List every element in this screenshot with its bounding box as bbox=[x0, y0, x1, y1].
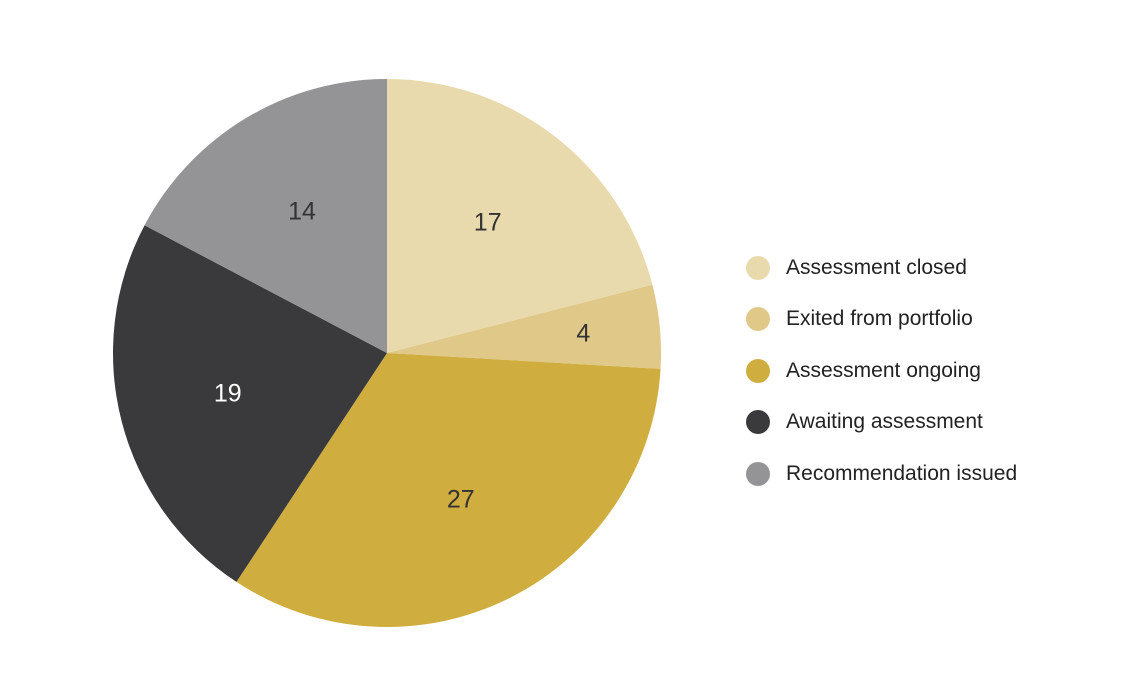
legend-item-awaiting-assessment: Awaiting assessment bbox=[746, 397, 1017, 449]
legend-label: Assessment closed bbox=[786, 255, 967, 279]
slice-value-label: 27 bbox=[446, 485, 475, 514]
legend-item-exited-from-portfolio: Exited from portfolio bbox=[746, 294, 1017, 346]
slice-value-label: 14 bbox=[288, 197, 316, 226]
legend-item-assessment-closed: Assessment closed bbox=[746, 242, 1017, 294]
pie-slice bbox=[236, 353, 661, 627]
legend-item-recommendation-issued: Recommendation issued bbox=[746, 448, 1017, 500]
legend-label: Assessment ongoing bbox=[786, 358, 981, 382]
legend-swatch-icon bbox=[746, 461, 770, 486]
pie-slice bbox=[144, 79, 387, 353]
legend-swatch-icon bbox=[746, 307, 770, 332]
pie-slice bbox=[387, 79, 653, 353]
legend-swatch-icon bbox=[746, 410, 770, 435]
slice-value-label: 19 bbox=[213, 379, 242, 408]
pie-slice bbox=[387, 284, 661, 369]
pie-slice bbox=[112, 225, 387, 582]
slice-value-label: 4 bbox=[576, 319, 591, 348]
legend: Assessment closed Exited from portfolio … bbox=[746, 242, 1017, 500]
slice-value-label: 17 bbox=[473, 208, 502, 237]
legend-label: Awaiting assessment bbox=[786, 410, 983, 434]
legend-label: Exited from portfolio bbox=[786, 307, 973, 331]
legend-item-assessment-ongoing: Assessment ongoing bbox=[746, 345, 1017, 397]
legend-label: Recommendation issued bbox=[786, 461, 1018, 485]
legend-swatch-icon bbox=[746, 358, 770, 383]
legend-swatch-icon bbox=[746, 255, 770, 280]
